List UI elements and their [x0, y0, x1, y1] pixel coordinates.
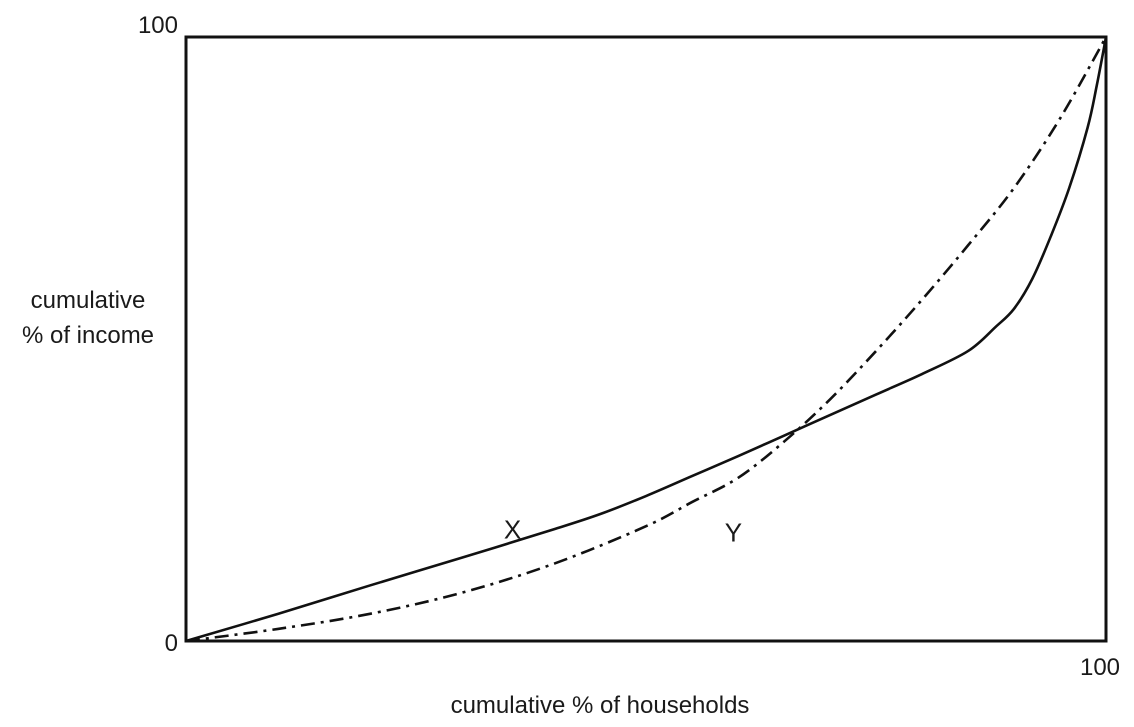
tick-labels: 0 100 100 [138, 12, 1120, 681]
y-axis-label-line-1: cumulative [31, 287, 146, 314]
y-tick-label-100: 100 [138, 12, 178, 39]
y-tick-label-0: 0 [165, 630, 178, 657]
series-label-x: X [504, 514, 521, 544]
x-tick-label-100: 100 [1080, 654, 1120, 681]
curve-x [185, 36, 1108, 643]
curves [185, 36, 1108, 643]
plot-frame [184, 35, 1108, 643]
series-label-y: Y [725, 517, 742, 547]
curve-y [185, 36, 1108, 643]
y-axis-label-line-2: % of income [22, 322, 154, 349]
x-axis-label: cumulative % of households [451, 692, 750, 719]
